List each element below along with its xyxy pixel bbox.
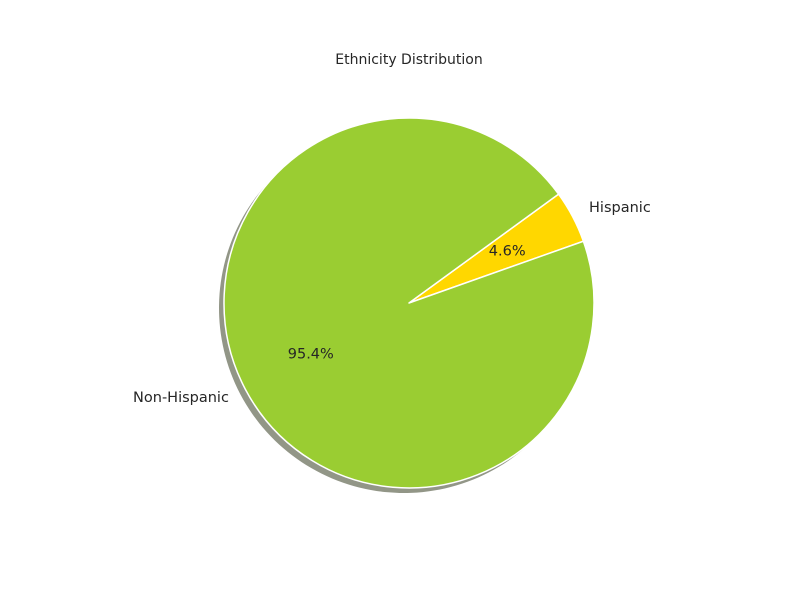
percent-label-non-hispanic: 95.4% [288,347,334,363]
pie-slice-layer [223,117,595,489]
pie-label-layer: Hispanic 4.6% Non-Hispanic 95.4% [133,200,651,406]
slice-label-hispanic: Hispanic [589,200,651,216]
pie-slice-non-hispanic [223,117,595,489]
slice-label-non-hispanic: Non-Hispanic [133,390,229,406]
percent-label-hispanic: 4.6% [489,243,526,259]
chart-title: Ethnicity Distribution [335,52,482,68]
